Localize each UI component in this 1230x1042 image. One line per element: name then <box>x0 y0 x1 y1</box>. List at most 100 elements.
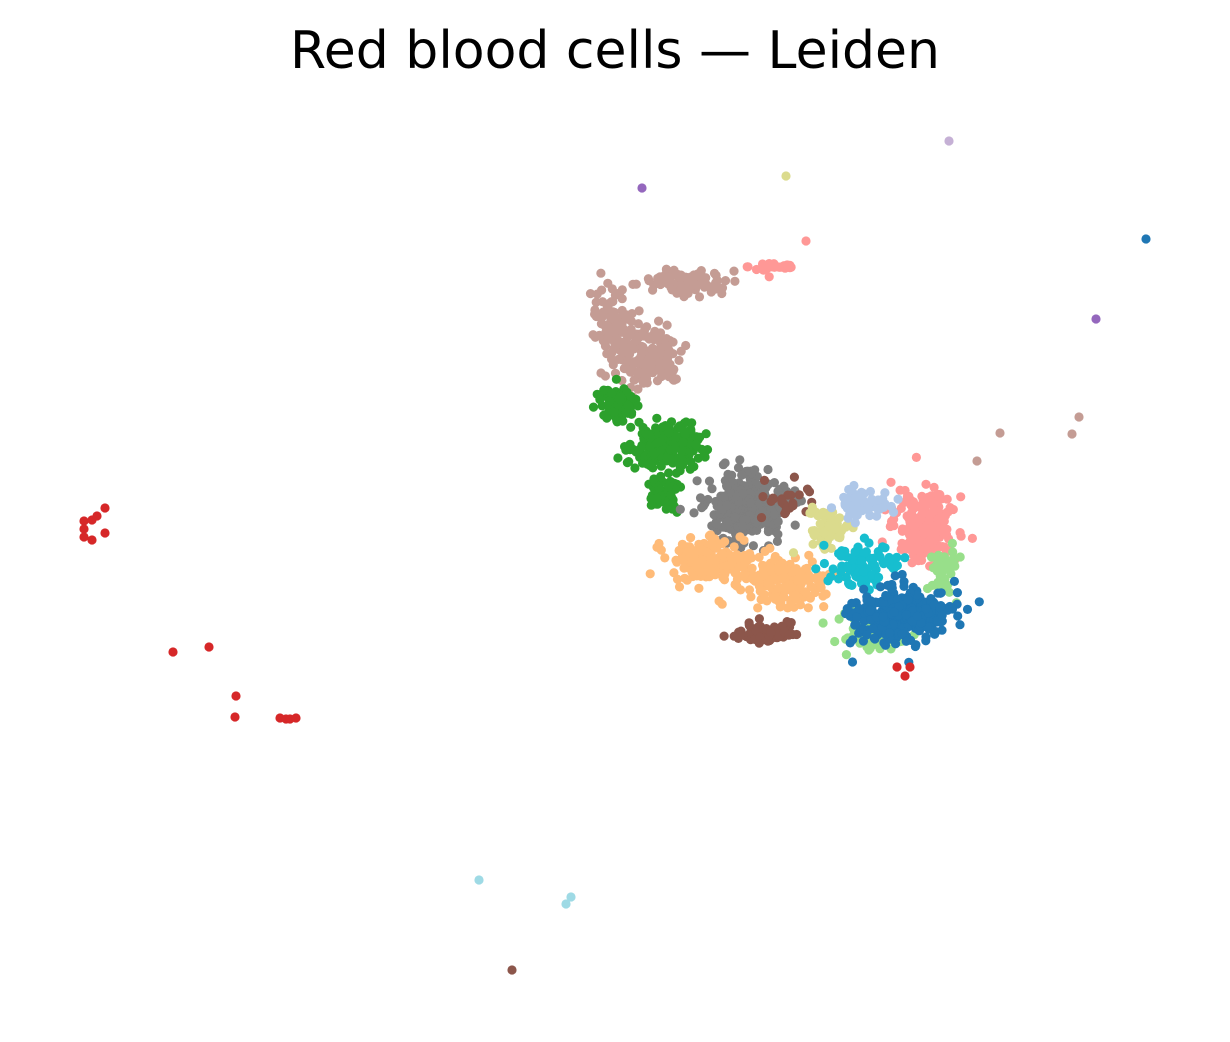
scatter-point <box>730 512 740 522</box>
scatter-point <box>710 280 720 290</box>
scatter-point <box>836 567 846 577</box>
scatter-point <box>765 260 775 270</box>
scatter-point <box>660 421 671 431</box>
scatter-point <box>692 476 702 486</box>
scatter-point <box>794 490 804 500</box>
scatter-point <box>953 611 963 621</box>
scatter-point <box>911 534 921 544</box>
scatter-point <box>921 479 931 489</box>
scatter-point <box>735 532 745 542</box>
scatter-point <box>727 558 737 568</box>
scatter-point <box>869 633 879 643</box>
scatter-point <box>848 635 858 645</box>
scatter-point <box>742 262 752 272</box>
scatter-point <box>819 602 829 612</box>
scatter-point <box>718 573 728 583</box>
scatter-point <box>907 558 917 568</box>
scatter-point <box>592 289 602 299</box>
scatter-point <box>730 276 740 286</box>
scatter-point <box>87 535 97 545</box>
scatter-point <box>656 461 666 471</box>
scatter-point <box>811 564 821 574</box>
scatter-point <box>900 539 910 549</box>
scatter-point <box>765 543 775 553</box>
scatter-point <box>625 367 636 377</box>
scatter-point <box>641 429 652 439</box>
scatter-point <box>764 272 774 282</box>
scatter-point <box>664 278 675 288</box>
scatter-point <box>854 603 864 614</box>
scatter-point <box>661 264 672 274</box>
scatter-point <box>615 392 626 402</box>
scatter-point <box>766 496 776 506</box>
scatter-point <box>844 579 855 590</box>
scatter-point <box>649 474 659 484</box>
scatter-point <box>613 354 624 364</box>
scatter-point <box>777 495 787 505</box>
scatter-point <box>654 538 664 549</box>
scatter-point <box>678 460 688 470</box>
scatter-point <box>857 556 867 566</box>
scatter-point <box>1091 314 1101 324</box>
scatter-point <box>678 437 688 447</box>
scatter-point <box>870 560 880 571</box>
scatter-point <box>902 492 913 502</box>
scatter-point <box>615 320 625 330</box>
scatter-point <box>788 548 799 558</box>
scatter-point <box>566 892 576 902</box>
scatter-point <box>758 265 769 275</box>
scatter-point <box>729 631 739 641</box>
scatter-point <box>651 423 661 433</box>
scatter-point <box>928 507 938 517</box>
scatter-point <box>691 439 701 449</box>
scatter-point <box>677 445 687 455</box>
scatter-point <box>745 498 756 508</box>
scatter-point <box>841 650 852 660</box>
scatter-point <box>859 548 869 558</box>
scatter-point <box>759 590 770 600</box>
scatter-point <box>802 484 813 494</box>
scatter-point <box>622 458 633 468</box>
scatter-point <box>900 671 910 681</box>
scatter-point <box>704 476 715 486</box>
scatter-point <box>892 560 903 571</box>
scatter-point <box>783 260 793 270</box>
scatter-point <box>654 316 664 326</box>
scatter-point <box>606 388 617 398</box>
scatter-point <box>739 571 749 581</box>
scatter-point <box>891 639 901 649</box>
scatter-point <box>935 603 945 613</box>
scatter-point <box>760 483 771 494</box>
scatter-point <box>733 463 744 473</box>
scatter-point <box>942 558 952 569</box>
scatter-point <box>850 518 860 528</box>
scatter-point <box>664 428 674 438</box>
scatter-point <box>602 413 612 423</box>
scatter-point <box>618 416 628 426</box>
scatter-point <box>857 506 867 516</box>
scatter-point <box>781 564 791 574</box>
scatter-point <box>875 552 885 562</box>
scatter-point <box>680 573 690 583</box>
scatter-point <box>687 276 698 286</box>
scatter-point <box>646 500 656 510</box>
scatter-point <box>892 662 902 672</box>
scatter-point <box>921 524 931 534</box>
scatter-point <box>707 484 717 494</box>
scatter-point <box>597 312 608 322</box>
scatter-point <box>753 603 763 613</box>
scatter-point <box>878 611 888 622</box>
scatter-point <box>700 452 710 462</box>
scatter-point <box>603 301 613 311</box>
scatter-point <box>759 475 770 485</box>
scatter-point <box>669 375 679 385</box>
scatter-point <box>79 524 89 534</box>
scatter-point <box>683 547 694 557</box>
scatter-point <box>842 604 852 614</box>
scatter-point <box>921 604 931 614</box>
scatter-point <box>590 305 600 315</box>
scatter-point <box>852 497 862 507</box>
scatter-point <box>697 555 707 565</box>
scatter-point <box>900 525 910 535</box>
